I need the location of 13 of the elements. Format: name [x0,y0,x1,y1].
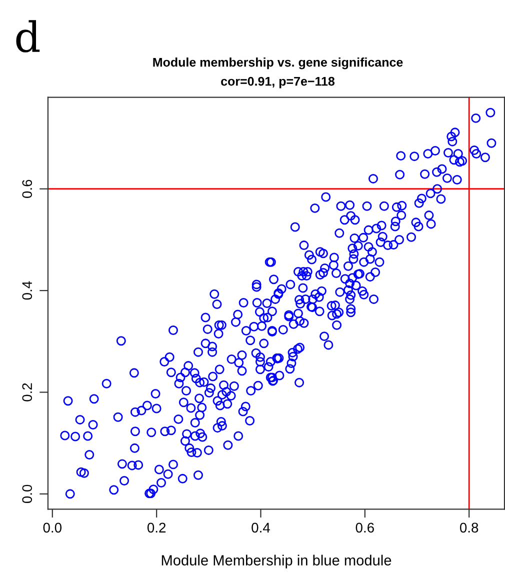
x-axis-title: Module Membership in blue module [162,554,392,568]
x-tick-label: 0.0 [43,522,62,533]
chart-title: Module membership vs. gene significance [153,58,403,70]
text: d [16,20,40,52]
x-tick-label: 0.8 [460,522,478,533]
x-tick-label: 0.4 [252,522,270,533]
y-tick-label: 0.6 [22,180,32,198]
x-tick-label: 0.2 [147,522,166,533]
y-tick-label: 0.0 [22,484,32,504]
x-tick-label: 0.6 [356,522,374,533]
chart-subtitle: cor=0.91, p=7e−118 [221,76,335,88]
y-tick-label: 0.2 [22,383,32,402]
y-tick-label: 0.4 [22,281,32,300]
